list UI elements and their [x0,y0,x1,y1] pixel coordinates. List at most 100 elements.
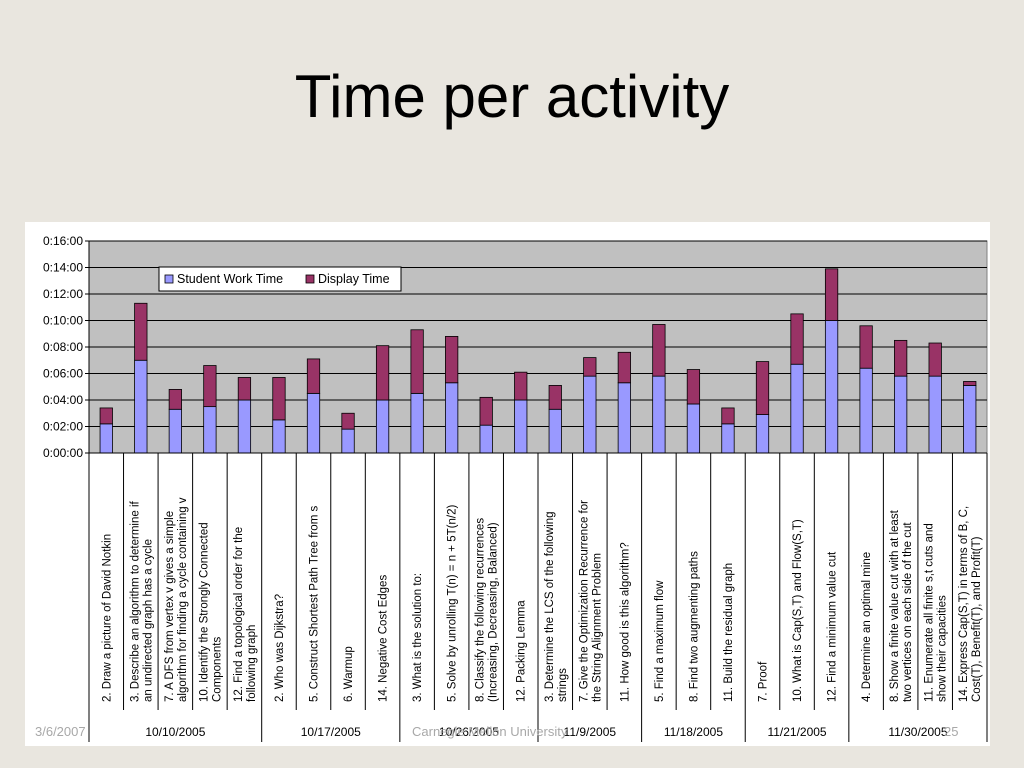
x-category-label: algorithm for finding a cycle containing… [177,497,189,702]
bar-student-work-time [99,423,113,454]
bar-student-work-time [617,382,631,454]
x-category-label: 7. Proof [758,661,770,702]
bar-display-time [341,412,355,430]
bar-student-work-time [168,408,182,454]
bar-student-work-time [790,363,804,454]
x-category-label: 10. What is Cap(S,T) and Flow(S,T) [792,519,804,702]
y-tick-label: 0:16:00 [43,234,83,248]
bar-display-time [686,369,701,405]
bar-student-work-time [272,419,286,454]
bar-display-time [963,381,977,386]
bar-student-work-time [894,375,908,454]
bar-display-time [824,268,839,321]
x-category-label: show their capacities [937,595,949,702]
bar-student-work-time [721,423,735,454]
bar-student-work-time [548,408,562,454]
bar-display-time [445,336,459,384]
x-category-label: 14. Negative Cost Edges [378,575,390,702]
y-tick-label: 0:10:00 [43,314,83,328]
x-category-label: 6. Warmup [343,646,355,702]
bar-student-work-time [134,359,148,454]
x-category-label: 3. Determine the LCS of the following [544,512,556,703]
date-group-label: 10/10/2005 [145,725,205,739]
bar-display-time [479,396,493,426]
bar-student-work-time [859,367,873,454]
x-category-label: 7. A DFS from vertex v gives a simple [164,511,176,702]
x-category-label: 12. Find a topological order for the [233,527,245,702]
x-category-label: 11. Build the residual graph [723,563,735,702]
bar-student-work-time [410,392,424,454]
bar-student-work-time [686,403,701,454]
bar-display-time [99,407,113,425]
legend-label-display-time: Display Time [318,272,390,286]
bar-student-work-time [237,399,252,454]
x-category-label: 5. Solve by unrolling T(n) = n + 5T(n/2) [447,505,459,702]
x-category-label: (Increasing, Decreasing, Balanced) [488,522,500,702]
bar-display-time [790,313,804,365]
y-tick-label: 0:14:00 [43,261,83,275]
bar-display-time [894,339,908,377]
x-category-label: 3. Describe an algorithm to determine if [129,500,141,702]
bar-student-work-time [479,424,493,454]
y-tick-label: 0:00:00 [43,446,83,460]
bar-display-time [306,358,321,394]
bar-display-time [375,345,390,401]
y-tick-label: 0:04:00 [43,393,83,407]
x-category-label: 8. Find two augmenting paths [688,551,700,702]
page-number: 25 [944,724,959,739]
date-group-label: 11/9/2005 [564,725,617,739]
bar-student-work-time [755,414,770,454]
bar-display-time [134,302,148,361]
bar-student-work-time [824,320,839,454]
x-category-label: strings [557,668,569,702]
x-category-label: 2. Draw a picture of David Notkin [101,534,113,702]
slide-title: Time per activity [294,63,730,130]
bar-display-time [652,324,666,377]
bar-student-work-time [963,385,977,454]
date-group-label: 10/26/2005 [439,725,499,739]
footer-organization: Carnegie Mellon University [412,724,568,739]
bar-display-time [755,361,770,415]
x-category-label: 5. Find a maximum flow [654,580,666,702]
x-category-label: 2. Who was Dijkstra? [274,594,286,702]
y-tick-label: 0:06:00 [43,367,83,381]
bar-display-time [583,357,597,377]
bar-display-time [514,371,528,401]
footer-date: 3/6/2007 [35,724,86,739]
legend-label-student-work-time: Student Work Time [177,272,283,286]
x-category-label: Components [211,637,223,702]
x-category-label: 7. Give the Optimization Recurrence for [578,500,590,702]
y-tick-label: 0:08:00 [43,340,83,354]
bar-student-work-time [375,399,390,454]
x-category-label: 11. How good is this algorithm? [619,542,631,702]
x-category-label: the String Alignment Problem [591,553,603,702]
bar-display-time [272,377,286,421]
x-category-label: 14. Express Cap(S,T) in terms of B, C, [958,506,970,702]
x-category-label: 8. Classify the following recurrences [475,518,487,702]
bar-student-work-time [306,392,321,454]
chart-container: 0:00:00 0:02:00 0:04:00 0:06:00 0:08:00 0:10:… [25,222,990,746]
bar-student-work-time [652,375,666,454]
bar-display-time [168,388,182,410]
x-category-label: 12. Packing Lemma [516,600,528,702]
y-tick-label: 0:02:00 [43,420,83,434]
bar-student-work-time [583,375,597,454]
bar-display-time [721,407,735,425]
bar-display-time [410,329,424,394]
stacked-bar-chart: 0:00:00 0:02:00 0:04:00 0:06:00 0:08:00 0:10:… [43,234,988,742]
bar-display-time [617,351,631,384]
x-category-label: 11. Enumerate all finite s,t cuts and [924,523,936,702]
bar-display-time [548,385,562,410]
bar-display-time [203,365,217,408]
x-category-label: 10. Identify the Strongly Connected [198,522,210,702]
bar-student-work-time [514,399,528,454]
x-category-label: an undirected graph has a cycle [142,539,154,702]
bar-student-work-time [445,382,459,454]
x-category-label: 4. Determine an optimal mine [861,552,873,702]
date-group-label: 11/21/2005 [767,725,826,739]
bar-student-work-time [928,375,942,454]
bar-display-time [237,377,252,401]
x-category-label: 3. What is the solution to: [412,573,424,702]
legend-box [158,266,402,292]
legend-swatch-student-work-time [164,274,174,284]
